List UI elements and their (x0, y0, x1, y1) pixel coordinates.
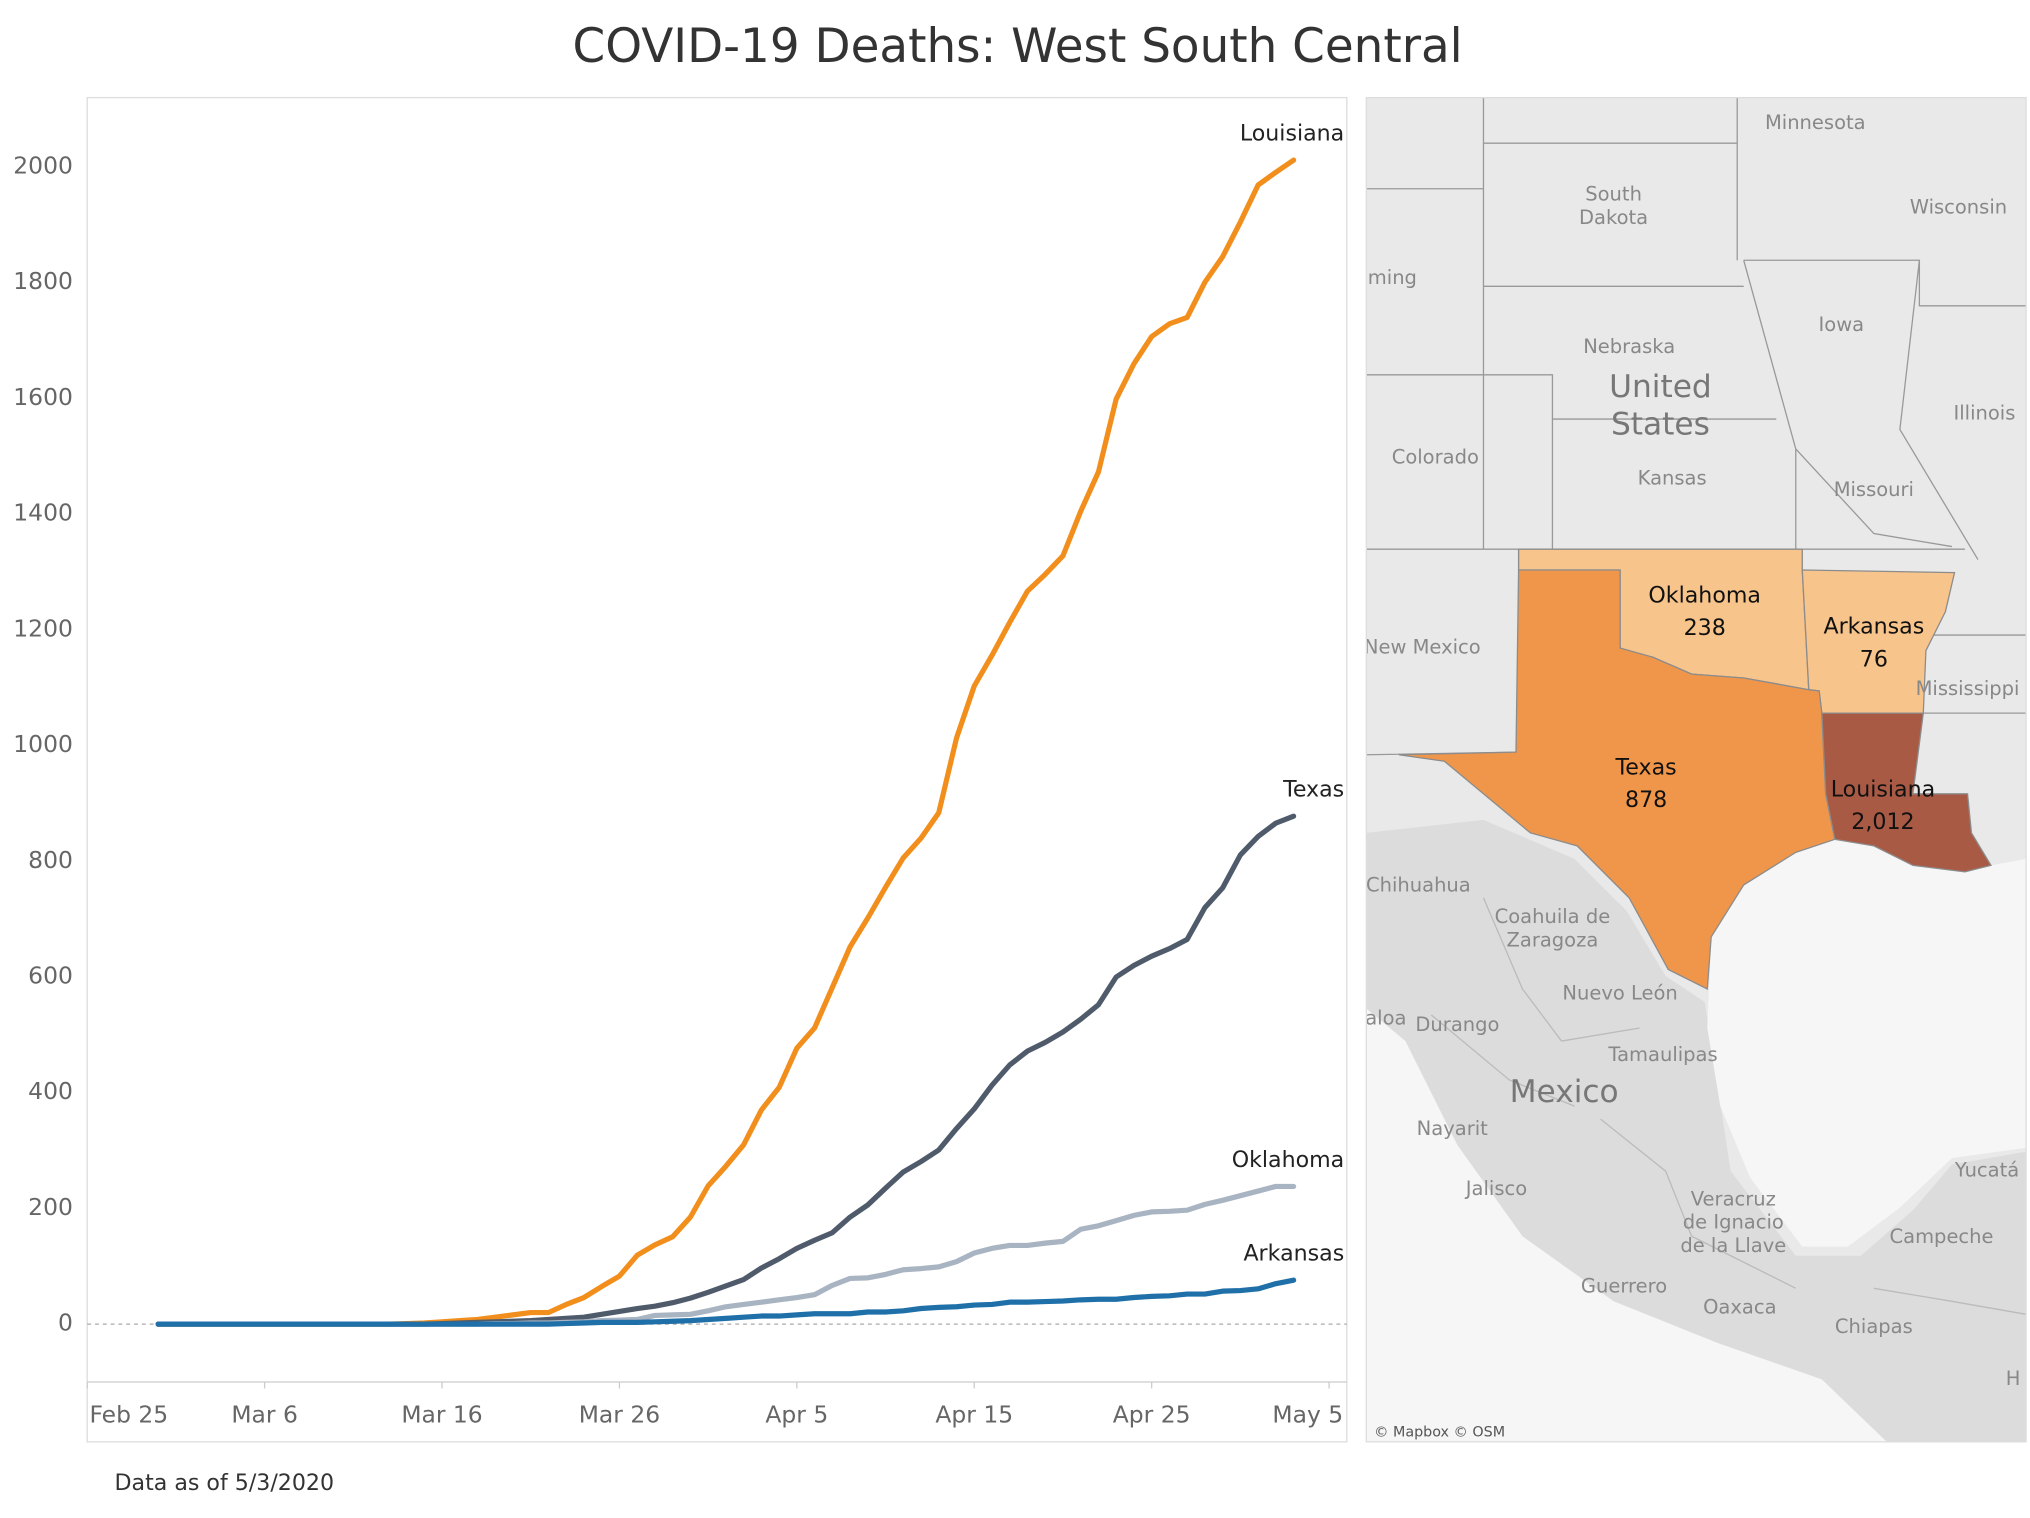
map-frame (1365, 96, 2027, 1443)
pacific (1366, 1008, 1887, 1442)
map-label: Nuevo León (1562, 982, 1677, 1005)
map-label: Jalisco (1464, 1177, 1527, 1200)
map-label: Chihuahua (1366, 874, 1471, 897)
map-label: de la Llave (1680, 1234, 1786, 1257)
state (1821, 712, 1992, 873)
series-label: Louisiana (1240, 121, 1344, 147)
map-label: States (1611, 406, 1710, 442)
map-label: Tamaulipas (1607, 1043, 1717, 1066)
series-label: Oklahoma (1232, 1147, 1345, 1173)
map-label: Campeche (1890, 1225, 1994, 1248)
y-tick-label: 600 (28, 962, 73, 990)
y-tick-label: 0 (58, 1309, 73, 1337)
y-tick-label: 1400 (13, 499, 73, 527)
x-tick-label: Mar 6 (231, 1400, 297, 1428)
series-label: Arkansas (1243, 1241, 1344, 1267)
map-label: Veracruz (1691, 1187, 1776, 1210)
series-label: Texas (1282, 777, 1344, 803)
state-name: Arkansas (1823, 614, 1924, 640)
map-label: Kansas (1638, 466, 1707, 489)
map-label: Minnesota (1765, 111, 1866, 134)
map-attribution: © Mapbox © OSM (1374, 1425, 1505, 1441)
map-label: Coahuila de (1495, 905, 1611, 928)
series-line (155, 1277, 1297, 1327)
map-label: Wisconsin (1910, 196, 2007, 219)
map-label: Iowa (1819, 313, 1865, 336)
x-tick-label: Mar 26 (579, 1400, 660, 1428)
map-label: Colorado (1392, 446, 1479, 469)
map-label: Illinois (1954, 401, 2016, 424)
x-tick-label: Apr 5 (765, 1400, 828, 1428)
y-tick-label: 400 (28, 1077, 73, 1105)
state-name: Louisiana (1831, 776, 1935, 802)
map-label: Chiapas (1835, 1315, 1913, 1338)
x-tick-label: Apr 25 (1113, 1400, 1191, 1428)
chart-title: COVID-19 Deaths: West South Central (573, 20, 1463, 74)
x-tick-label: Feb 25 (89, 1400, 168, 1428)
state (1398, 569, 1836, 991)
map-label: Mississippi (1916, 677, 2020, 700)
map-label: Nebraska (1583, 335, 1675, 358)
map-label: Dakota (1579, 206, 1648, 229)
state-value: 2,012 (1851, 809, 1914, 835)
map-label: Durango (1415, 1013, 1499, 1036)
y-tick-label: 1600 (13, 383, 73, 411)
map-label: Yucatá (1954, 1159, 2019, 1182)
borders (1366, 97, 2027, 1315)
y-tick-label: 200 (28, 1193, 73, 1221)
map-label: New Mexico (1364, 636, 1481, 659)
state-name: Oklahoma (1648, 583, 1761, 609)
state-value: 878 (1625, 787, 1667, 813)
map-label: South (1585, 183, 1642, 206)
state-name: Texas (1615, 754, 1677, 780)
x-tick-label: May 5 (1272, 1400, 1343, 1428)
state-value: 76 (1860, 646, 1888, 672)
footnote: Data as of 5/3/2020 (115, 1470, 335, 1496)
map-label: Missouri (1834, 478, 1914, 501)
map-label: Mexico (1510, 1074, 1619, 1110)
y-tick-label: 1800 (13, 267, 73, 295)
plot-frame (86, 96, 1348, 1443)
map-label: Guerrero (1581, 1274, 1667, 1297)
mexico-borders (1430, 897, 2027, 1315)
map-label: aloa (1365, 1006, 1406, 1029)
map-label: Zaragoza (1507, 928, 1599, 951)
x-tick-label: Mar 16 (401, 1400, 482, 1428)
y-tick-label: 800 (28, 846, 73, 874)
y-tick-label: 2000 (13, 152, 73, 180)
map-label: de Ignacio (1683, 1211, 1784, 1234)
gulf (1707, 839, 2027, 1247)
map: Oklahoma 238 Arkansas 76 Texas 878 Louisiana 2,… (1364, 97, 2027, 1442)
y-tick-label: 1000 (13, 730, 73, 758)
y-tick-label: 1200 (13, 614, 73, 642)
map-label: Nayarit (1417, 1117, 1488, 1140)
map-label: ming (1368, 266, 1417, 289)
map-label: Oaxaca (1703, 1295, 1776, 1318)
map-label: United (1609, 369, 1712, 405)
map-label: H (2006, 1367, 2021, 1390)
line-chart: 0 200 400 600 800 1000 1200 1400 1600 1800 2000 Feb… (13, 121, 1347, 1428)
state-value: 238 (1684, 615, 1726, 641)
x-tick-label: Apr 15 (935, 1400, 1013, 1428)
